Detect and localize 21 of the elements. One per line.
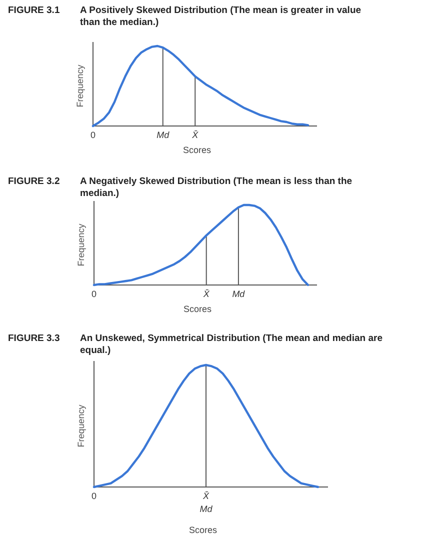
x-tick-label: X̄: [191, 130, 200, 140]
y-axis-title: Frequency: [76, 404, 86, 448]
chart-title: FIGURE 3.1: [8, 5, 60, 16]
y-axis-title: Frequency: [76, 223, 86, 266]
x-tick-label: X̄: [202, 289, 210, 299]
chart-title: FIGURE 3.3: [8, 333, 60, 344]
chart-subtitle: A Positively Skewed Distribution (The mean is greater in value than the median.): [80, 5, 362, 28]
x-tick-label: 0: [91, 491, 97, 501]
x-tick-label: 0: [91, 289, 97, 299]
y-axis-title: Frequency: [75, 64, 85, 108]
x-tick-label: Md: [156, 130, 170, 140]
chart-subtitle: A Negatively Skewed Distribution (The mean is less than the median.): [80, 176, 352, 199]
x-tick-label: Md: [232, 289, 246, 299]
chart-subtitle: An Unskewed, Symmetrical Distribution (The mean and median are equal.): [80, 333, 382, 356]
x-axis-title: Scores: [183, 304, 212, 314]
x-tick-label: X̄: [202, 491, 210, 501]
x-axis-title: Scores: [188, 525, 218, 535]
text: Md: [200, 504, 214, 514]
chart-title: FIGURE 3.2: [8, 176, 60, 187]
x-tick-label: 0: [90, 130, 96, 140]
x-axis-title: Scores: [182, 145, 212, 155]
